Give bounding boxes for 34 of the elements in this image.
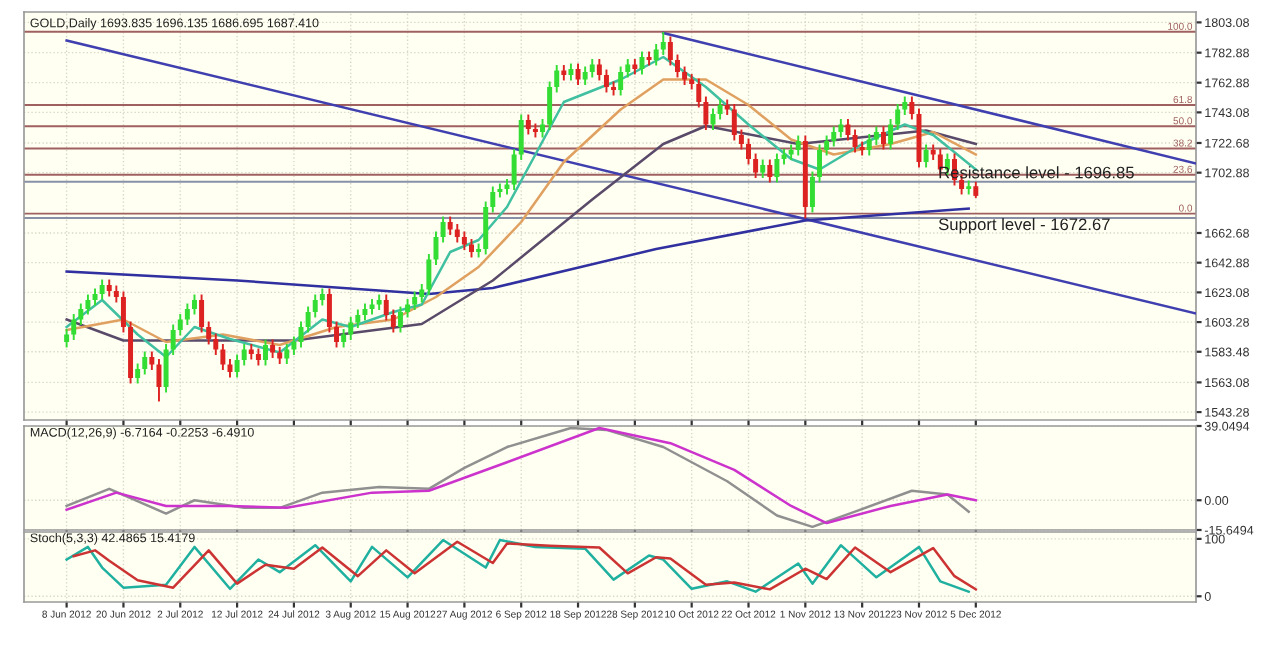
candlestick (746, 138, 751, 165)
candlestick (618, 66, 624, 96)
candlestick (674, 54, 680, 78)
candlestick (440, 216, 446, 243)
candlestick (326, 288, 332, 333)
candlestick (866, 134, 872, 156)
candlestick (184, 303, 190, 325)
candlestick (880, 126, 886, 150)
candlestick (348, 317, 354, 340)
candlestick (767, 159, 773, 183)
candlestick (774, 153, 780, 183)
candlestick (937, 149, 943, 175)
candlestick (263, 339, 268, 366)
candlestick (923, 144, 929, 168)
candlestick (845, 119, 851, 141)
candlestick (667, 36, 673, 66)
candlestick (71, 314, 77, 340)
candlestick (397, 306, 403, 333)
candlestick (156, 359, 162, 402)
candlestick (334, 321, 340, 348)
candlestick (603, 69, 609, 93)
candlestick (142, 351, 148, 375)
candlestick (809, 171, 815, 213)
candlestick (660, 32, 666, 55)
candlestick (241, 344, 247, 366)
candlestick (731, 104, 737, 141)
candlestick (817, 144, 823, 183)
candlestick (120, 291, 126, 333)
candlestick (852, 129, 858, 153)
candlestick (199, 294, 205, 333)
candlestick (753, 153, 759, 178)
candlestick (575, 63, 581, 85)
ref-line-label: Support level - 1672.67 (938, 218, 1110, 234)
candlestick (639, 51, 645, 75)
